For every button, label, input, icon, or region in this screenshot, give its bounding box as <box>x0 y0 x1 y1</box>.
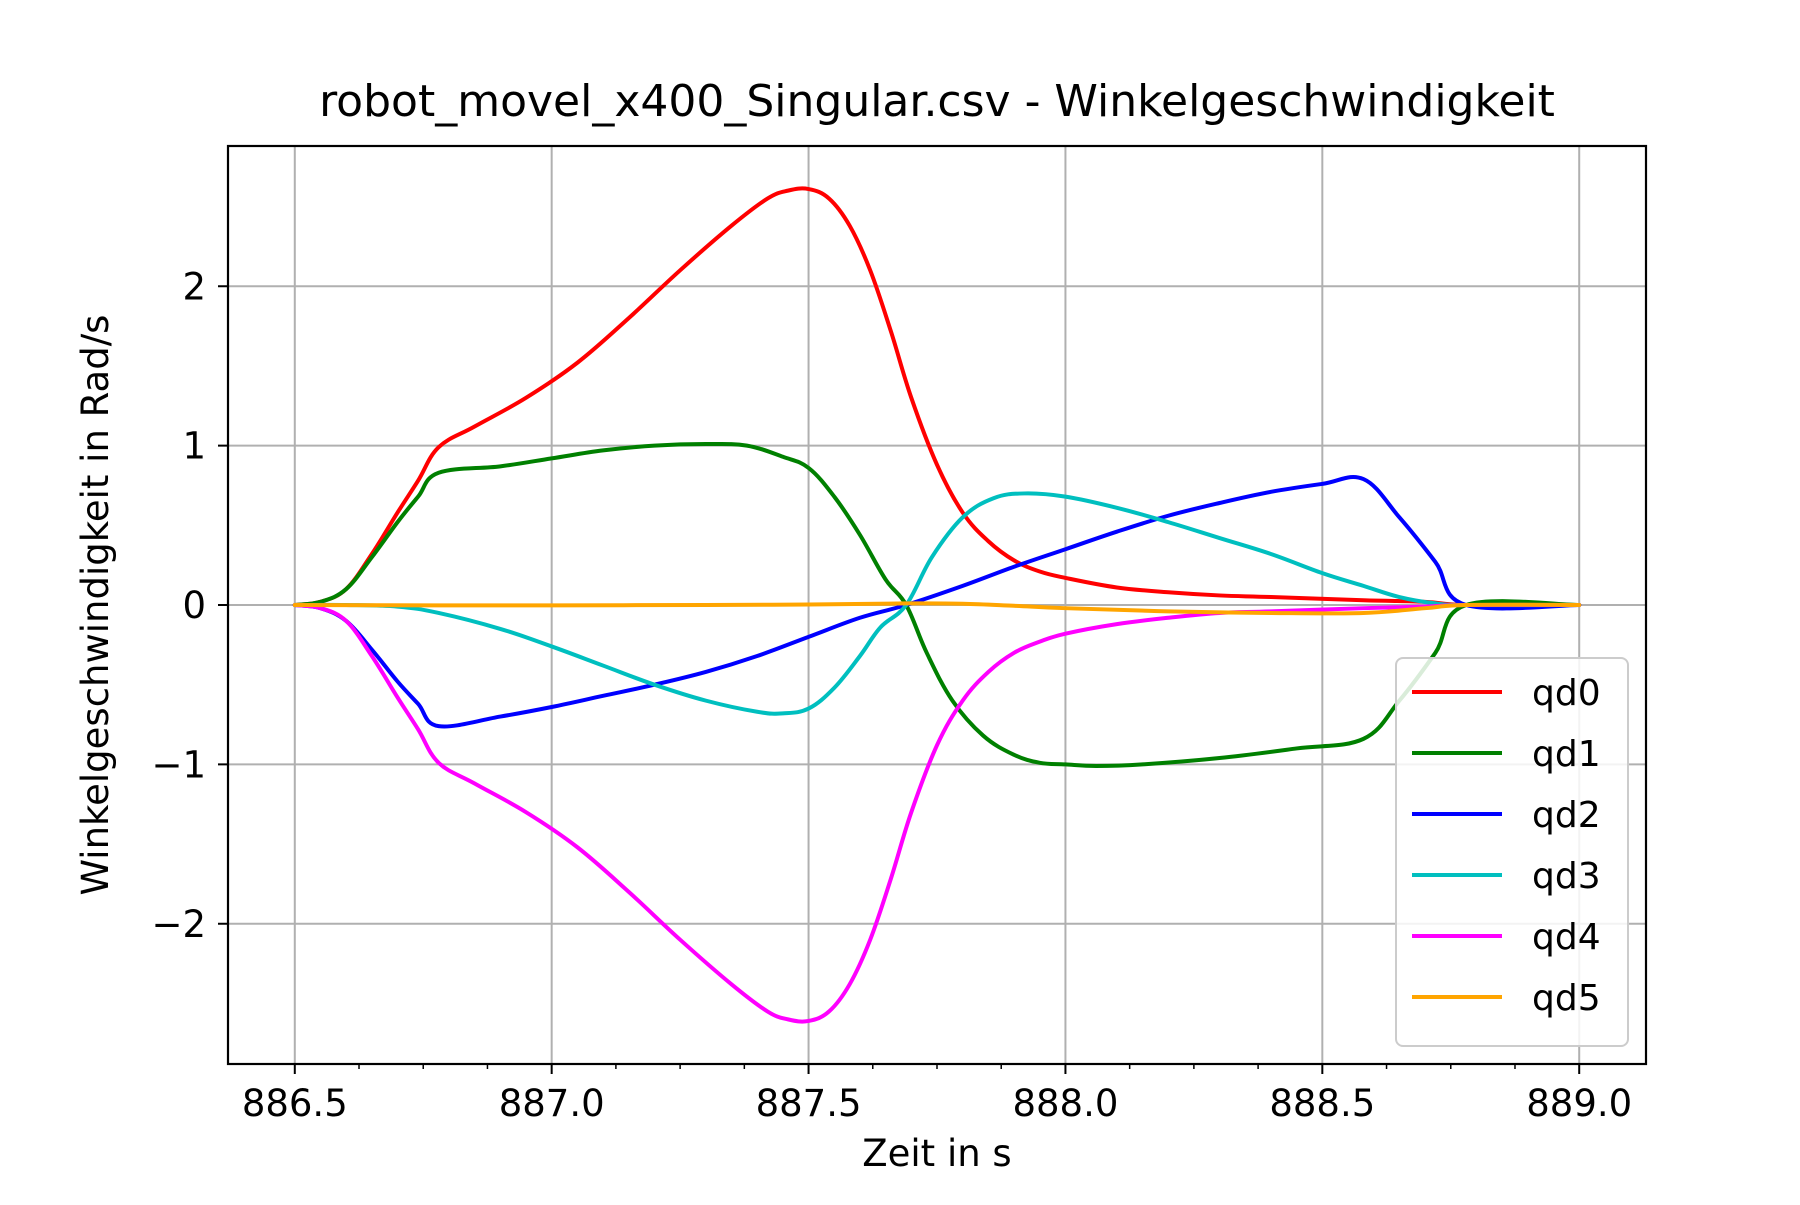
y-tick-label: −2 <box>151 903 206 946</box>
series-line-qd5 <box>292 601 1582 616</box>
series-line-qd0 <box>292 186 1582 608</box>
axis-ticks: 886.5 887.0 887.5 888.0 888.5 889.0 2 1 0 −1 −2 <box>151 265 1632 1125</box>
series-line-qd4 <box>292 602 1582 1024</box>
y-tick-label: −1 <box>151 743 206 786</box>
series-lines <box>292 186 1582 1024</box>
legend-label-qd0: qd0 <box>1532 673 1601 714</box>
x-tick-label: 888.0 <box>1012 1082 1118 1125</box>
series-line-qd2 <box>292 474 1582 729</box>
y-tick-label: 0 <box>182 584 206 627</box>
chart-title: robot_movel_x400_Singular.csv - Winkelge… <box>319 76 1555 127</box>
y-axis-label: Winkelgeschwindigkeit in Rad/s <box>74 315 117 896</box>
legend-label-qd2: qd2 <box>1532 795 1601 836</box>
x-tick-label: 889.0 <box>1526 1082 1632 1125</box>
legend-label-qd1: qd1 <box>1532 734 1601 775</box>
x-tick-label: 887.0 <box>499 1082 605 1125</box>
x-tick-label: 887.5 <box>756 1082 862 1125</box>
y-tick-label: 1 <box>182 425 206 468</box>
x-tick-label: 886.5 <box>242 1082 348 1125</box>
legend-label-qd4: qd4 <box>1532 917 1601 958</box>
legend-label-qd5: qd5 <box>1532 978 1601 1019</box>
x-axis-label: Zeit in s <box>862 1132 1011 1175</box>
x-tick-label: 888.5 <box>1269 1082 1375 1125</box>
series-line-qd1 <box>292 441 1582 768</box>
y-tick-label: 2 <box>182 265 206 308</box>
legend: qd0 qd1 qd2 qd3 qd4 qd5 <box>1395 657 1629 1047</box>
legend-label-qd3: qd3 <box>1532 856 1601 897</box>
